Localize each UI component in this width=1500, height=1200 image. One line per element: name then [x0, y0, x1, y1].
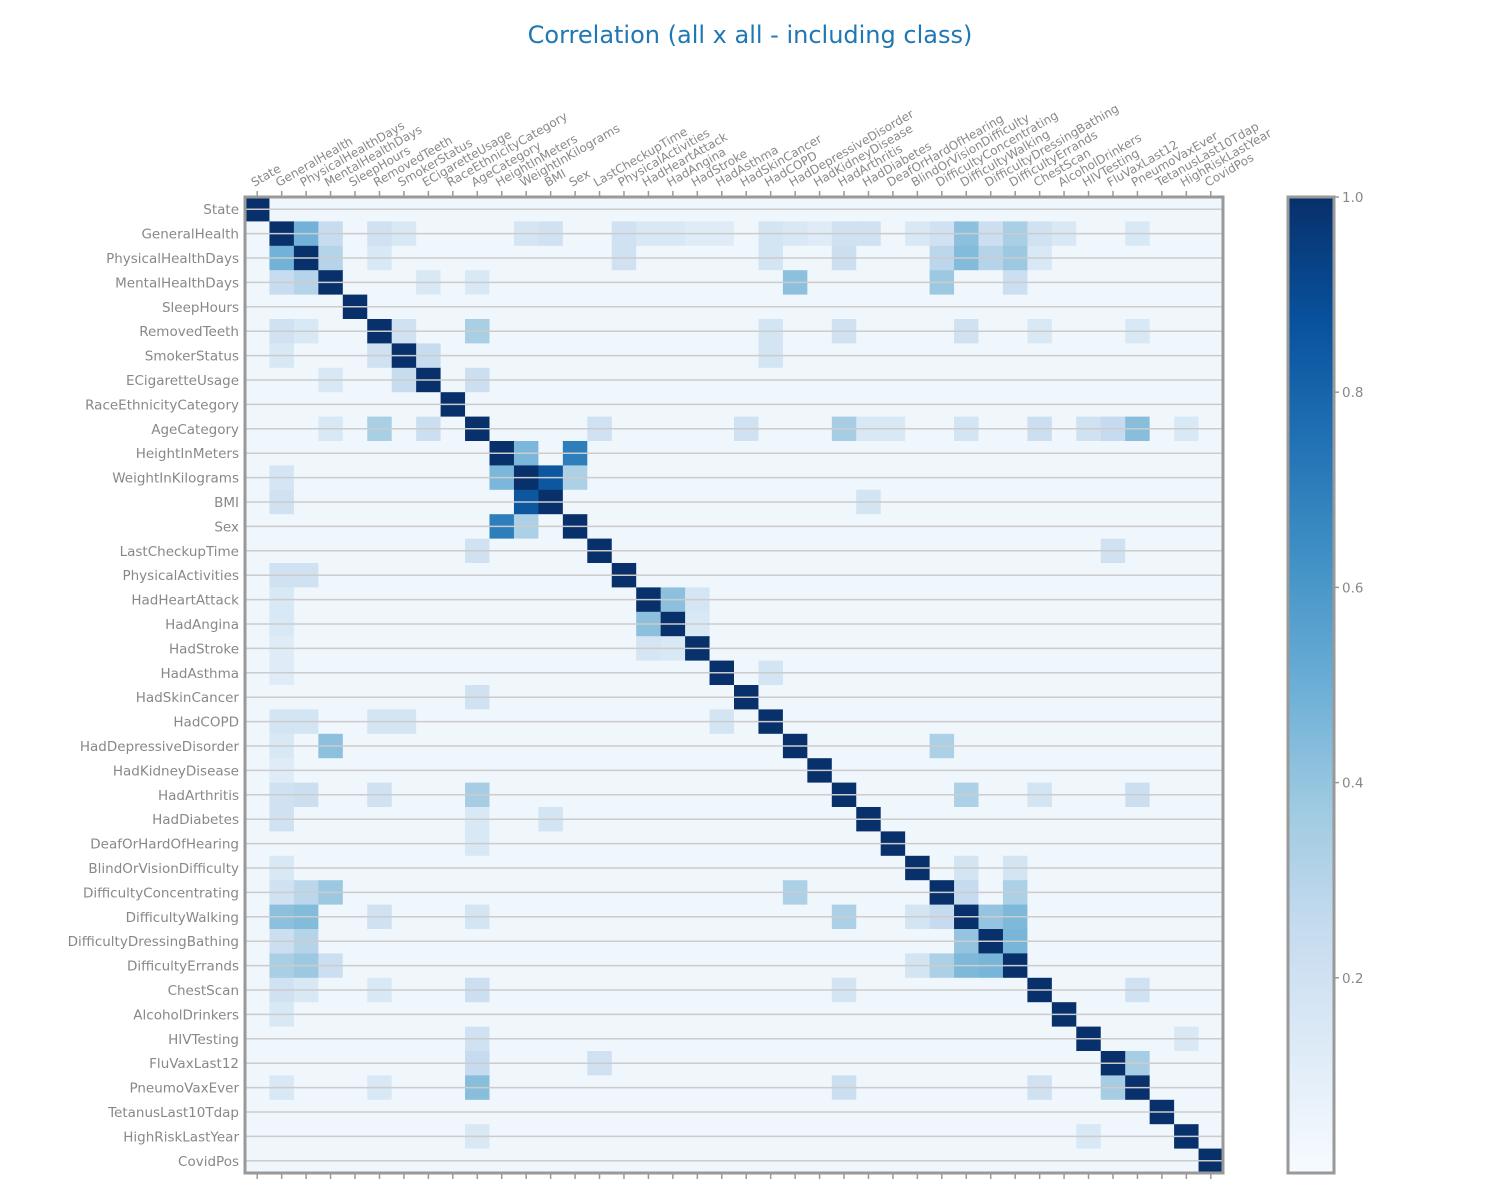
y-tick-label: PhysicalActivities	[122, 568, 239, 584]
y-tick-label: DifficultyConcentrating	[83, 885, 239, 901]
colorbar-tick-label: 0.4	[1342, 776, 1363, 792]
y-tick-label: DifficultyWalking	[126, 910, 239, 926]
axis-ticks	[256, 191, 1212, 1179]
heatmap-cells	[245, 197, 1224, 1174]
y-tick-label: LastCheckupTime	[120, 544, 239, 560]
colorbar-tick-label: 1.0	[1342, 190, 1363, 206]
y-tick-label: RaceEthnicityCategory	[85, 397, 239, 413]
y-tick-label: HadAngina	[165, 617, 239, 633]
y-tick-label: GeneralHealth	[141, 227, 239, 243]
y-tick-label: HadKidneyDisease	[113, 763, 239, 779]
y-tick-label: HadStroke	[169, 641, 239, 657]
y-tick-label: TetanusLast10Tdap	[107, 1105, 239, 1121]
y-tick-label: State	[203, 202, 239, 218]
y-tick-label: ECigaretteUsage	[126, 373, 239, 389]
y-tick-label: HadDepressiveDisorder	[80, 739, 240, 755]
y-tick-labels: State GeneralHealth PhysicalHealthDays Ment…	[68, 202, 240, 1170]
y-tick-label: HadSkinCancer	[136, 690, 240, 706]
y-tick-label: HadAsthma	[160, 666, 239, 682]
x-tick-labels: StateGeneralHealthPhysicalHealthDaysMent…	[249, 101, 1274, 190]
colorbar-tick-label: 0.6	[1342, 580, 1363, 596]
y-tick-label: PhysicalHealthDays	[106, 251, 239, 267]
y-tick-label: HeightInMeters	[136, 446, 239, 462]
chart-title: Correlation (all x all - including class…	[528, 21, 973, 49]
plot-frame	[243, 195, 1225, 1175]
y-tick-label: SmokerStatus	[145, 349, 239, 365]
y-tick-label: HadCOPD	[173, 715, 239, 731]
y-tick-label: BlindOrVisionDifficulty	[88, 861, 239, 877]
colorbar-gradient	[1286, 195, 1336, 1175]
y-tick-label: WeightInKilograms	[112, 471, 239, 487]
y-tick-label: ChestScan	[168, 983, 239, 999]
colorbar-tick-label: 0.8	[1342, 385, 1363, 401]
y-tick-label: HighRiskLastYear	[123, 1129, 239, 1145]
y-tick-label: FluVaxLast12	[149, 1056, 239, 1072]
y-tick-label: HIVTesting	[168, 1032, 239, 1048]
y-tick-label: MentalHealthDays	[115, 275, 239, 291]
y-tick-label: RemovedTeeth	[139, 324, 239, 340]
y-tick-label: AlcoholDrinkers	[133, 1007, 239, 1023]
colorbar-tick-label: 0.2	[1342, 971, 1363, 987]
y-tick-label: Sex	[214, 519, 239, 535]
y-tick-label: HadArthritis	[158, 788, 239, 804]
y-tick-label: SleepHours	[162, 300, 239, 316]
x-tick-label: Sex	[567, 167, 593, 190]
y-tick-label: DeafOrHardOfHearing	[90, 837, 239, 853]
y-tick-label: CovidPos	[178, 1154, 239, 1170]
y-tick-label: HadHeartAttack	[131, 593, 239, 609]
heatmap-gridlines	[245, 208, 1223, 1162]
colorbar: 0.2 0.4 0.6 0.8 1.0	[1286, 190, 1363, 1175]
y-tick-label: AgeCategory	[151, 422, 239, 438]
y-tick-label: BMI	[214, 495, 239, 511]
y-tick-label: PneumoVaxEver	[129, 1081, 239, 1097]
y-tick-label: DifficultyErrands	[127, 959, 239, 975]
y-tick-label: DifficultyDressingBathing	[68, 934, 239, 950]
y-tick-label: HadDiabetes	[152, 812, 239, 828]
